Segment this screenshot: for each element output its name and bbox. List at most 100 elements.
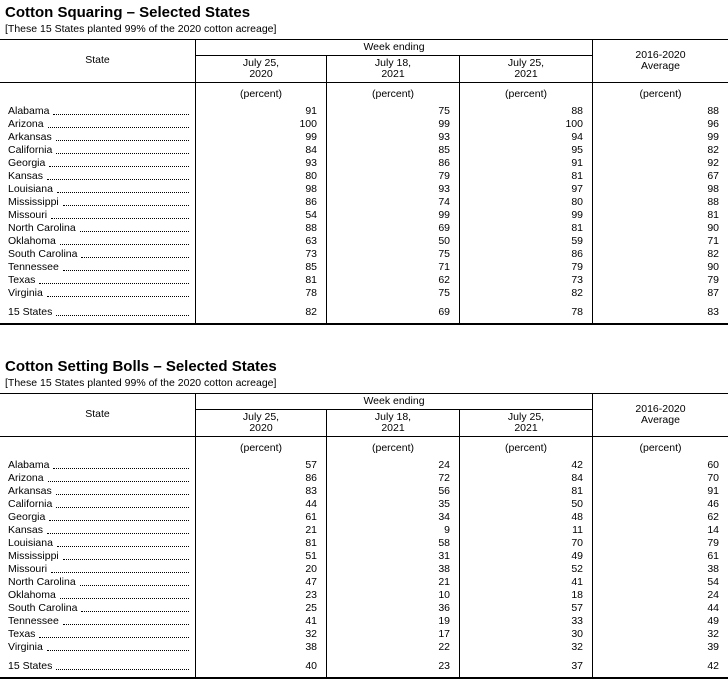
value-cell: 81 [459,485,592,498]
table-row: Mississippi 51 31 49 61 [0,550,728,563]
value-cell: 67 [592,170,728,183]
state-name-cell: Arizona [0,472,195,485]
dotted-leader [59,244,189,245]
table-row: Tennessee 41 19 33 49 [0,615,728,628]
value-cell: 73 [459,274,592,287]
unit-label: (percent) [592,437,728,459]
value-cell: 83 [592,306,728,319]
value-cell: 22 [326,641,459,654]
state-name-cell: California [0,498,195,511]
dotted-leader [46,650,189,651]
spacer-row [0,300,728,306]
value-cell: 83 [195,485,326,498]
value-cell: 24 [326,459,459,472]
week-ending-header: Week ending [195,394,592,410]
unit-label: (percent) [459,83,592,105]
value-cell: 59 [459,235,592,248]
state-name-cell: South Carolina [0,602,195,615]
unit-label: (percent) [195,83,326,105]
value-cell: 100 [459,118,592,131]
value-cell: 86 [195,196,326,209]
value-cell: 81 [459,222,592,235]
value-cell: 81 [592,209,728,222]
value-cell: 100 [195,118,326,131]
state-name-cell: Alabama [0,459,195,472]
value-cell: 18 [459,589,592,602]
dotted-leader [56,669,189,670]
value-cell: 31 [326,550,459,563]
table-row: South Carolina 25 36 57 44 [0,602,728,615]
state-name-cell: Missouri [0,563,195,576]
dotted-leader [62,205,189,206]
table-row: Texas 32 17 30 32 [0,628,728,641]
state-name-cell: Louisiana [0,183,195,196]
value-cell: 38 [326,563,459,576]
table-row: Virginia 38 22 32 39 [0,641,728,654]
value-cell: 17 [326,628,459,641]
state-name-cell: North Carolina [0,222,195,235]
table-row: Missouri 20 38 52 38 [0,563,728,576]
dotted-leader [56,315,189,316]
value-cell: 49 [592,615,728,628]
value-cell: 54 [195,209,326,222]
table-row: Texas 81 62 73 79 [0,274,728,287]
value-cell: 32 [592,628,728,641]
value-cell: 21 [326,576,459,589]
value-cell: 56 [326,485,459,498]
value-cell: 44 [195,498,326,511]
dotted-leader [55,140,189,141]
table-row: Alabama 57 24 42 60 [0,459,728,472]
value-cell: 88 [195,222,326,235]
value-cell: 79 [592,537,728,550]
value-cell: 61 [592,550,728,563]
value-cell: 82 [592,144,728,157]
dotted-leader [56,153,189,154]
dotted-leader [79,585,189,586]
value-cell: 94 [459,131,592,144]
table-row: Oklahoma 23 10 18 24 [0,589,728,602]
value-cell: 23 [195,589,326,602]
dotted-leader [55,494,189,495]
dotted-leader [51,218,189,219]
value-cell: 98 [195,183,326,196]
value-cell: 82 [592,248,728,261]
value-cell: 36 [326,602,459,615]
spacer-row [0,654,728,660]
value-cell: 97 [459,183,592,196]
value-cell: 86 [459,248,592,261]
table-row: Alabama 91 75 88 88 [0,105,728,118]
value-cell: 47 [195,576,326,589]
table-row: North Carolina 47 21 41 54 [0,576,728,589]
dotted-leader [51,572,189,573]
table-row: South Carolina 73 75 86 82 [0,248,728,261]
unit-label: (percent) [592,83,728,105]
dotted-leader [53,468,189,469]
state-column-header: State [85,408,110,421]
state-name-cell: Oklahoma [0,235,195,248]
unit-label: (percent) [326,437,459,459]
table-row: Kansas 21 9 11 14 [0,524,728,537]
value-cell: 91 [195,105,326,118]
table-title: Cotton Setting Bolls – Selected States [5,358,277,375]
state-name-cell: Kansas [0,170,195,183]
state-name-cell: Louisiana [0,537,195,550]
table-row: Missouri 54 99 99 81 [0,209,728,222]
value-cell: 98 [592,183,728,196]
value-cell: 82 [195,306,326,319]
value-cell: 93 [326,131,459,144]
value-cell: 75 [326,287,459,300]
dotted-leader [47,533,189,534]
table-row: Arkansas 99 93 94 99 [0,131,728,144]
value-cell: 71 [326,261,459,274]
value-cell: 93 [326,183,459,196]
value-cell: 41 [459,576,592,589]
table-row: Tennessee 85 71 79 90 [0,261,728,274]
table-row: Louisiana 81 58 70 79 [0,537,728,550]
value-cell: 32 [459,641,592,654]
date-column-header: July 25, 2020 [195,410,326,436]
value-cell: 34 [326,511,459,524]
dotted-leader [56,507,189,508]
value-cell: 33 [459,615,592,628]
value-cell: 99 [459,209,592,222]
value-cell: 51 [195,550,326,563]
